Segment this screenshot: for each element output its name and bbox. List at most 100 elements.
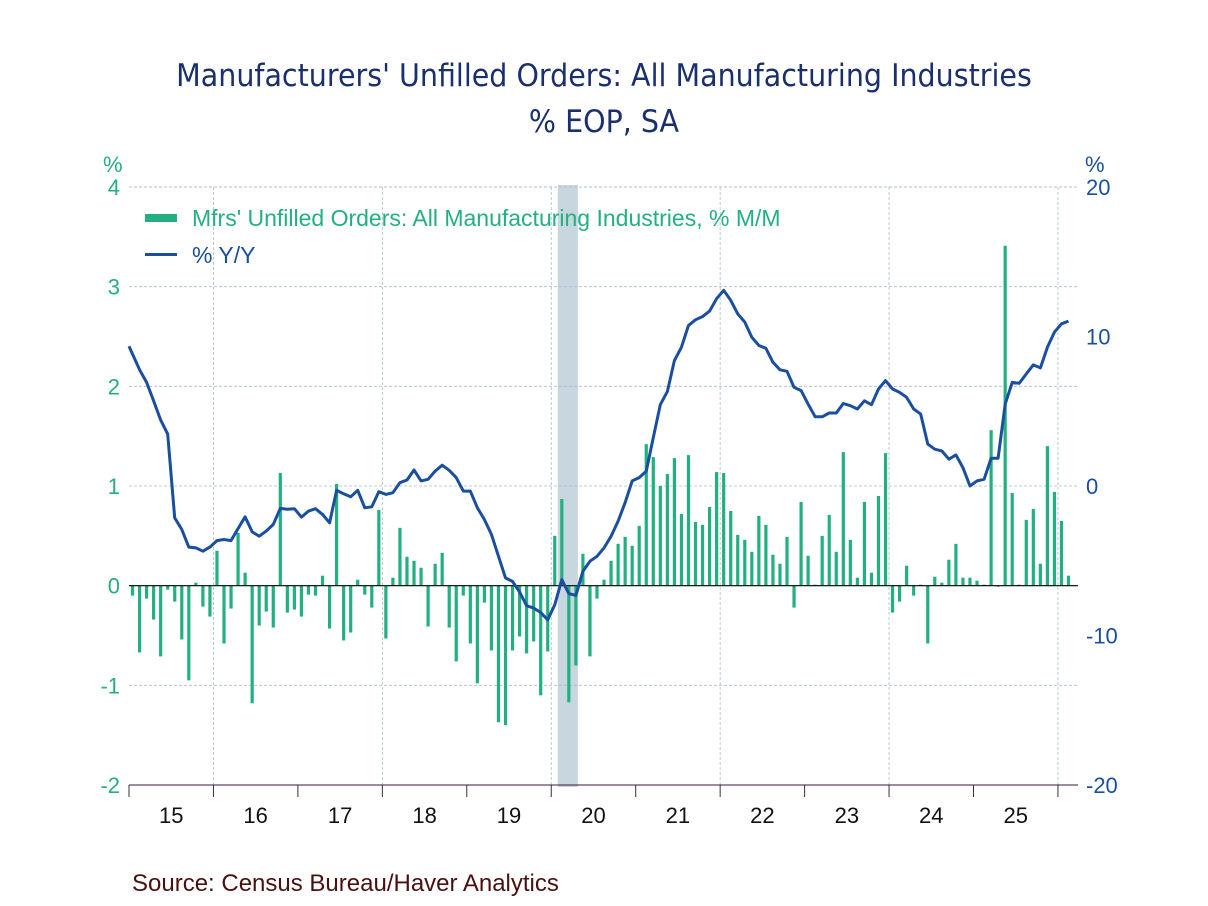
bar-mm-change	[356, 579, 360, 586]
bar-mm-change	[912, 585, 916, 596]
recession-shading	[557, 185, 578, 787]
bar-mm-change	[560, 498, 564, 586]
left-tick-label: -1	[100, 673, 120, 698]
x-tick-label: 15	[159, 803, 183, 828]
bar-mm-change	[349, 585, 353, 633]
bar-mm-change	[475, 585, 479, 684]
bar-mm-change	[1024, 519, 1028, 586]
bar-mm-change	[623, 536, 627, 586]
bar-mm-change	[898, 585, 902, 602]
bar-mm-change	[841, 452, 845, 586]
bar-mm-change	[166, 585, 170, 590]
bar-mm-change	[961, 577, 965, 586]
bar-mm-change	[306, 585, 311, 595]
legend-label-line: % Y/Y	[192, 242, 256, 268]
bar-mm-change	[933, 576, 937, 586]
left-tick-label: -2	[100, 773, 120, 798]
bar-mm-change	[440, 552, 444, 586]
bar-mm-change	[363, 585, 367, 595]
bar-mm-change	[496, 585, 501, 723]
bar-mm-change	[180, 585, 184, 640]
bar-mm-change	[201, 585, 205, 607]
right-tick-label: 0	[1086, 474, 1098, 499]
bar-mm-change	[595, 585, 599, 599]
line-yoy-change	[127, 288, 1070, 622]
source-note: Source: Census Bureau/Haver Analytics	[132, 870, 559, 897]
bar-mm-change	[722, 473, 726, 586]
bar-mm-change	[173, 585, 177, 602]
bar-mm-change	[855, 577, 859, 586]
bar-mm-change	[299, 585, 304, 617]
bar-mm-change	[433, 563, 437, 586]
chart-subtitle: % EOP, SA	[528, 104, 680, 140]
bar-mm-change	[764, 524, 768, 586]
x-tick-label: 17	[328, 803, 352, 828]
bar-mm-change	[616, 543, 620, 586]
bar-mm-change	[869, 572, 874, 586]
bar-mm-change	[574, 585, 578, 666]
bar-mm-change	[609, 560, 613, 586]
bar-mm-change	[1052, 491, 1057, 586]
bar-mm-change	[658, 486, 662, 586]
bar-mm-change	[799, 501, 803, 586]
bar-mm-change	[510, 585, 515, 651]
legend-label-bar: Mfrs' Unfilled Orders: All Manufacturing…	[192, 205, 781, 231]
bar-mm-change	[398, 527, 402, 586]
x-tick-label: 24	[919, 803, 943, 828]
bar-mm-change	[222, 585, 226, 644]
bar-mm-change	[152, 585, 156, 620]
bar-mm-change	[426, 585, 430, 627]
bar-mm-change	[736, 534, 740, 586]
bar-mm-change	[539, 585, 543, 696]
bar-mm-change	[750, 551, 754, 586]
bar-mm-change	[679, 513, 684, 586]
bar-mm-change	[602, 579, 606, 586]
left-tick-label: 4	[108, 175, 120, 200]
bar-mm-change	[968, 577, 972, 586]
bar-mm-change	[517, 585, 522, 637]
bar-mm-change	[743, 539, 747, 586]
right-tick-label: 20	[1086, 175, 1110, 200]
bar-mm-change	[1059, 520, 1064, 586]
bar-mm-change	[862, 501, 867, 586]
bar-mm-change	[419, 567, 423, 586]
bar-mm-change	[243, 572, 247, 586]
bar-mm-change	[187, 585, 191, 681]
x-tick-label: 19	[497, 803, 521, 828]
bar-mm-change	[890, 585, 895, 613]
bar-mm-change	[1045, 446, 1049, 586]
bar-mm-change	[130, 585, 135, 596]
bar-mm-change	[693, 521, 698, 586]
bar-mm-change	[461, 585, 465, 596]
bar-mm-change	[215, 550, 219, 586]
bar-mm-change	[271, 585, 275, 628]
bar-mm-change	[532, 585, 536, 642]
left-tick-label: 0	[108, 574, 120, 599]
bar-mm-change	[292, 585, 296, 610]
right-tick-label: -10	[1086, 624, 1118, 649]
bar-mm-change	[278, 473, 282, 586]
bar-mm-change	[989, 430, 993, 586]
bar-mm-change	[553, 535, 557, 586]
x-tick-label: 21	[666, 803, 690, 828]
bar-mm-change	[651, 457, 655, 586]
bar-mm-change	[630, 545, 634, 586]
bar-mm-change	[778, 563, 782, 586]
left-tick-label: 2	[108, 374, 120, 399]
bar-mm-change	[264, 585, 268, 612]
legend-swatch-bar	[145, 214, 177, 222]
bar-mm-change	[792, 585, 796, 608]
bar-mm-change	[1010, 492, 1014, 586]
bar-mm-change	[834, 551, 838, 586]
legend-swatch-line	[145, 253, 177, 256]
bar-mm-change	[503, 585, 508, 726]
x-tick-label: 25	[1003, 803, 1027, 828]
chart-title: Manufacturers' Unfilled Orders: All Manu…	[176, 58, 1032, 94]
bar-mm-change	[876, 495, 881, 586]
bar-mm-change	[144, 585, 149, 599]
bar-mm-change	[236, 532, 240, 586]
left-axis-unit: %	[103, 152, 123, 177]
bar-mm-change	[208, 585, 212, 617]
bar-mm-change	[250, 585, 254, 704]
